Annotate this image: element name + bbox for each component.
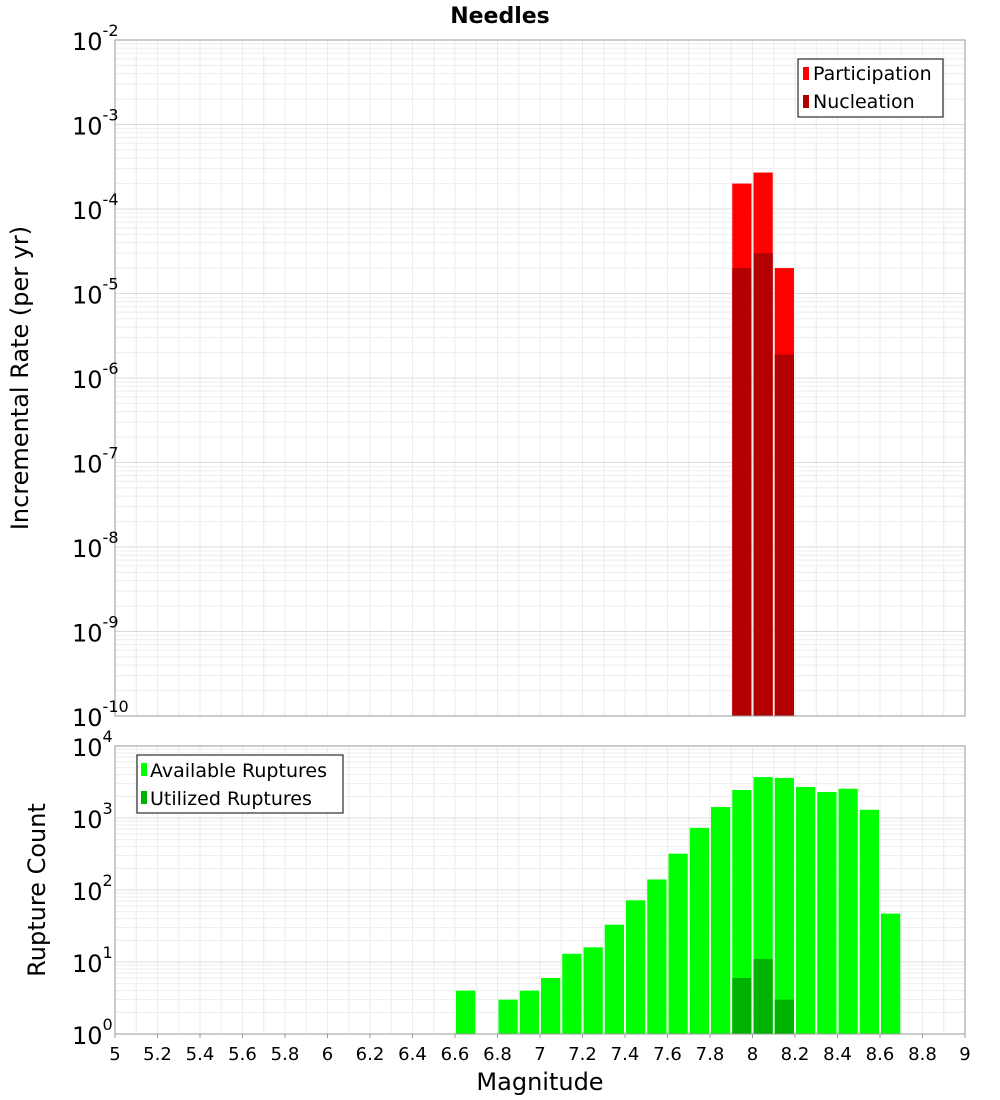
rate-plot-border (114, 39, 966, 717)
count-bar-primary (732, 789, 752, 1034)
x-tick-label: 8 (747, 1044, 758, 1065)
count-y-ticks: 100 101 102 103 104 (72, 727, 113, 1050)
count-bar-primary (519, 990, 539, 1034)
count-bar-primary (774, 777, 794, 1034)
count-bar-primary (838, 788, 858, 1034)
count-bar-primary (604, 924, 624, 1034)
x-tick-label: 8.2 (781, 1044, 810, 1065)
rate-bar-secondary (774, 354, 794, 716)
participation-legend-swatch (803, 67, 809, 80)
count-bar-primary (498, 999, 518, 1034)
count-bar-primary (626, 900, 646, 1034)
available-legend-label: Available Ruptures (150, 760, 327, 782)
rate-y-tick-label: 10-10 (72, 697, 129, 732)
count-y-axis-label: Rupture Count (23, 803, 51, 977)
count-x-axis-label: Magnitude (476, 1068, 603, 1096)
count-bar-primary (711, 807, 731, 1034)
rate-panel: 10-10 10-9 10-8 10-7 10-6 10-5 10-4 10-3 10-2 In… (6, 21, 966, 732)
count-bar-secondary (774, 999, 794, 1034)
rate-bar-secondary (732, 268, 752, 716)
rate-legend: Participation Nucleation (797, 58, 944, 118)
x-tick-label: 5.8 (271, 1044, 300, 1065)
x-tick-label: 6.4 (398, 1044, 427, 1065)
count-y-tick-label: 101 (72, 943, 113, 978)
x-tick-label: 8.8 (908, 1044, 937, 1065)
x-tick-label: 6 (322, 1044, 333, 1065)
count-y-tick-label: 103 (72, 799, 113, 834)
x-tick-label: 6.2 (356, 1044, 385, 1065)
count-bar-primary (689, 827, 709, 1034)
rate-grid (114, 40, 966, 717)
count-legend-box (136, 754, 344, 814)
count-bar-primary (796, 786, 816, 1034)
rate-bar-secondary (753, 253, 773, 716)
count-x-ticks: 5 5.2 5.4 5.6 5.8 6 6.2 6.4 6.6 6.8 7 7.2 7.4 7.6 7.8 8… (109, 1034, 971, 1065)
x-tick-label: 6.8 (483, 1044, 512, 1065)
count-bar-primary (541, 977, 561, 1034)
x-tick-label: 8.4 (823, 1044, 852, 1065)
x-tick-label: 7.4 (611, 1044, 640, 1065)
rate-y-tick-label: 10-2 (72, 21, 119, 56)
x-tick-label: 7 (534, 1044, 545, 1065)
rate-y-tick-label: 10-6 (72, 359, 119, 394)
count-panel: 100 101 102 103 104 5 5.2 5.4 5.6 5.8 6 6.2 6.4 6.6 6… (23, 727, 971, 1096)
rate-y-tick-label: 10-7 (72, 444, 119, 479)
rate-y-tick-label: 10-3 (72, 106, 119, 141)
x-tick-label: 8.6 (866, 1044, 895, 1065)
count-bar-primary (562, 953, 582, 1034)
nucleation-legend-label: Nucleation (813, 91, 915, 113)
rate-y-axis-label: Incremental Rate (per yr) (6, 226, 34, 530)
x-tick-label: 7.6 (653, 1044, 682, 1065)
count-bar-primary (668, 853, 688, 1034)
count-bar-secondary (753, 959, 773, 1034)
nucleation-legend-swatch (803, 95, 809, 108)
count-bars (456, 777, 901, 1034)
x-tick-label: 6.6 (441, 1044, 470, 1065)
count-bar-primary (859, 809, 879, 1034)
count-y-tick-label: 104 (72, 727, 113, 762)
x-tick-label: 5.2 (143, 1044, 172, 1065)
utilized-legend-label: Utilized Ruptures (150, 788, 312, 810)
count-bar-secondary (732, 977, 752, 1034)
utilized-legend-swatch (141, 791, 147, 804)
available-legend-swatch (141, 763, 147, 776)
rate-y-tick-label: 10-9 (72, 613, 119, 648)
count-y-tick-label: 100 (72, 1015, 113, 1050)
count-bar-primary (881, 913, 901, 1034)
count-bar-primary (456, 990, 476, 1034)
rate-legend-box (797, 58, 944, 118)
chart-title: Needles (450, 4, 550, 29)
count-y-tick-label: 102 (72, 871, 113, 906)
x-tick-label: 7.8 (696, 1044, 725, 1065)
rate-y-tick-label: 10-5 (72, 275, 119, 310)
rate-y-tick-label: 10-8 (72, 528, 119, 563)
rate-y-tick-label: 10-4 (72, 190, 119, 225)
participation-legend-label: Participation (813, 63, 932, 85)
x-tick-label: 5.4 (186, 1044, 215, 1065)
rate-bars (732, 172, 794, 717)
x-tick-label: 5 (109, 1044, 120, 1065)
rate-y-ticks: 10-10 10-9 10-8 10-7 10-6 10-5 10-4 10-3 10-2 (72, 21, 129, 732)
x-tick-label: 7.2 (568, 1044, 597, 1065)
count-bar-primary (583, 947, 603, 1034)
x-tick-label: 9 (959, 1044, 970, 1065)
x-tick-label: 5.6 (228, 1044, 257, 1065)
count-legend: Available Ruptures Utilized Ruptures (136, 754, 344, 814)
count-bar-primary (647, 879, 667, 1034)
count-bar-primary (817, 791, 837, 1034)
